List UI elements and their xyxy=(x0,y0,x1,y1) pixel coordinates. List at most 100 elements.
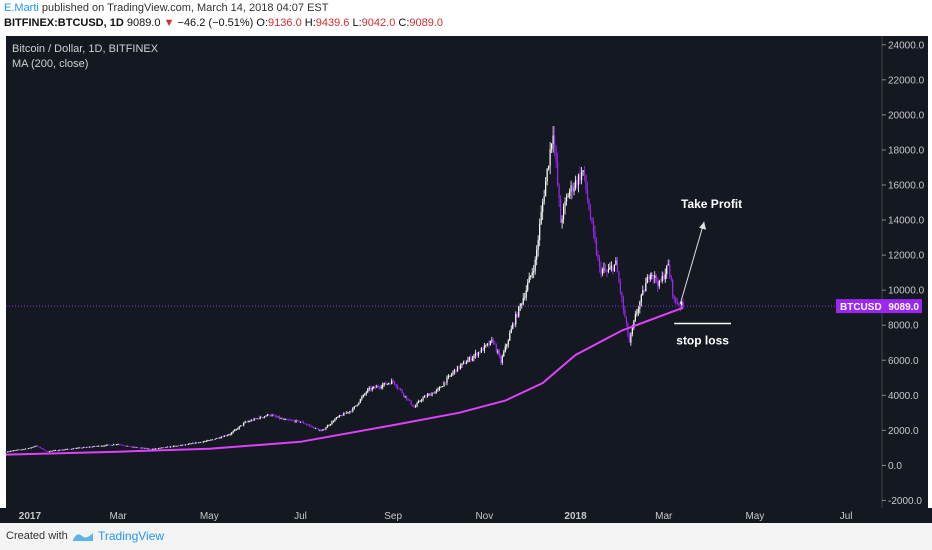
candle-body xyxy=(486,343,488,345)
candle-body xyxy=(154,448,157,450)
candle-body xyxy=(123,445,125,447)
candle-body xyxy=(489,340,491,346)
candle-body xyxy=(151,449,154,450)
candle-body xyxy=(180,445,182,447)
candle-body xyxy=(554,135,556,147)
candle-body xyxy=(326,425,328,428)
candle-body xyxy=(232,431,234,433)
candle-body xyxy=(465,362,468,364)
candle-body xyxy=(509,333,511,341)
candle-body xyxy=(104,445,106,447)
candle-body xyxy=(178,445,181,447)
x-tick-label: Jul xyxy=(294,511,307,522)
candle-body xyxy=(150,449,152,450)
candle-body xyxy=(585,175,587,190)
candle-body xyxy=(649,275,651,280)
candle-body xyxy=(108,444,110,446)
candle-body xyxy=(646,276,648,283)
close-value: 9089.0 xyxy=(409,17,444,29)
candle-body xyxy=(6,451,9,453)
candle-body xyxy=(524,297,526,299)
candle-body xyxy=(546,168,548,182)
tradingview-brand-link[interactable]: TradingView xyxy=(98,529,165,543)
candle-body xyxy=(456,366,459,372)
candle-body xyxy=(679,304,681,307)
candle-body xyxy=(654,275,656,278)
candle-body xyxy=(462,362,465,364)
candle-body xyxy=(373,386,375,388)
candle-body xyxy=(621,292,623,298)
candle-body xyxy=(592,221,595,232)
price-chart[interactable]: 24000.0 22000.0 20000.0 18000.0 16000.0 14000… xyxy=(0,34,932,523)
candle-body xyxy=(310,425,312,427)
stop-loss-label: stop loss xyxy=(676,334,729,348)
candle-body xyxy=(666,265,668,275)
candle-body xyxy=(311,426,314,428)
x-tick-label: Sep xyxy=(384,511,402,522)
price-change: −46.2 (−0.51%) xyxy=(177,17,254,29)
candle-body xyxy=(582,170,584,172)
candle-body xyxy=(610,266,613,268)
y-tick-label: -2000.0 xyxy=(888,496,922,507)
candle-body xyxy=(231,432,233,435)
candle-body xyxy=(165,447,167,448)
candle-body xyxy=(26,448,28,450)
candle-body xyxy=(637,308,639,313)
candle-body xyxy=(420,399,423,401)
candle-body xyxy=(15,449,18,451)
candle-body xyxy=(201,442,203,443)
candle-body xyxy=(298,420,300,423)
candle-body xyxy=(30,447,33,449)
candle-body xyxy=(33,446,36,448)
candle-body xyxy=(669,264,671,276)
x-tick-label: 2017 xyxy=(19,511,42,522)
candle-body xyxy=(482,348,484,351)
candle-body xyxy=(243,423,245,426)
publish-info: E.Marti published on TradingView.com, Ma… xyxy=(4,2,329,14)
candle-body xyxy=(338,415,340,417)
candle-body xyxy=(184,444,186,446)
candle-body xyxy=(403,393,405,397)
candle-body xyxy=(95,446,97,447)
candle-body xyxy=(168,446,170,448)
candle-body xyxy=(305,424,308,425)
candle-body xyxy=(419,400,421,402)
candle-body xyxy=(249,421,251,423)
candle-body xyxy=(241,425,243,427)
candle-body xyxy=(90,446,92,448)
candle-body xyxy=(32,446,34,448)
candle-body xyxy=(93,446,95,447)
candle-body xyxy=(492,340,494,344)
close-label: C: xyxy=(398,17,410,29)
chart-title: Bitcoin / Dollar, 1D, BITFINEX xyxy=(12,43,159,55)
candle-body xyxy=(380,387,382,388)
candle-body xyxy=(192,442,194,444)
candle-body xyxy=(9,451,12,452)
candle-body xyxy=(488,343,490,346)
candle-body xyxy=(284,419,287,420)
candle-body xyxy=(437,388,439,390)
candle-body xyxy=(141,447,143,449)
candle-body xyxy=(328,425,330,427)
candle-body xyxy=(667,264,669,266)
candle-body xyxy=(202,441,204,443)
candle-body xyxy=(280,418,282,420)
candle-body xyxy=(353,406,355,409)
candle-body xyxy=(406,395,408,400)
candle-body xyxy=(160,447,163,449)
candle-body xyxy=(557,161,559,185)
candle-body xyxy=(595,240,598,255)
candle-body xyxy=(459,365,462,369)
candle-body xyxy=(337,416,339,418)
candle-body xyxy=(395,384,397,387)
y-tick-label: 2000.0 xyxy=(888,426,919,437)
candle-body xyxy=(317,428,320,431)
author-link[interactable]: E.Marti xyxy=(4,2,39,14)
candle-body xyxy=(107,444,109,446)
candle-body xyxy=(68,448,70,450)
x-tick-label: Jul xyxy=(840,511,853,522)
candle-body xyxy=(308,425,311,426)
candle-body xyxy=(220,436,222,438)
candle-body xyxy=(355,405,357,407)
candle-body xyxy=(432,393,435,394)
